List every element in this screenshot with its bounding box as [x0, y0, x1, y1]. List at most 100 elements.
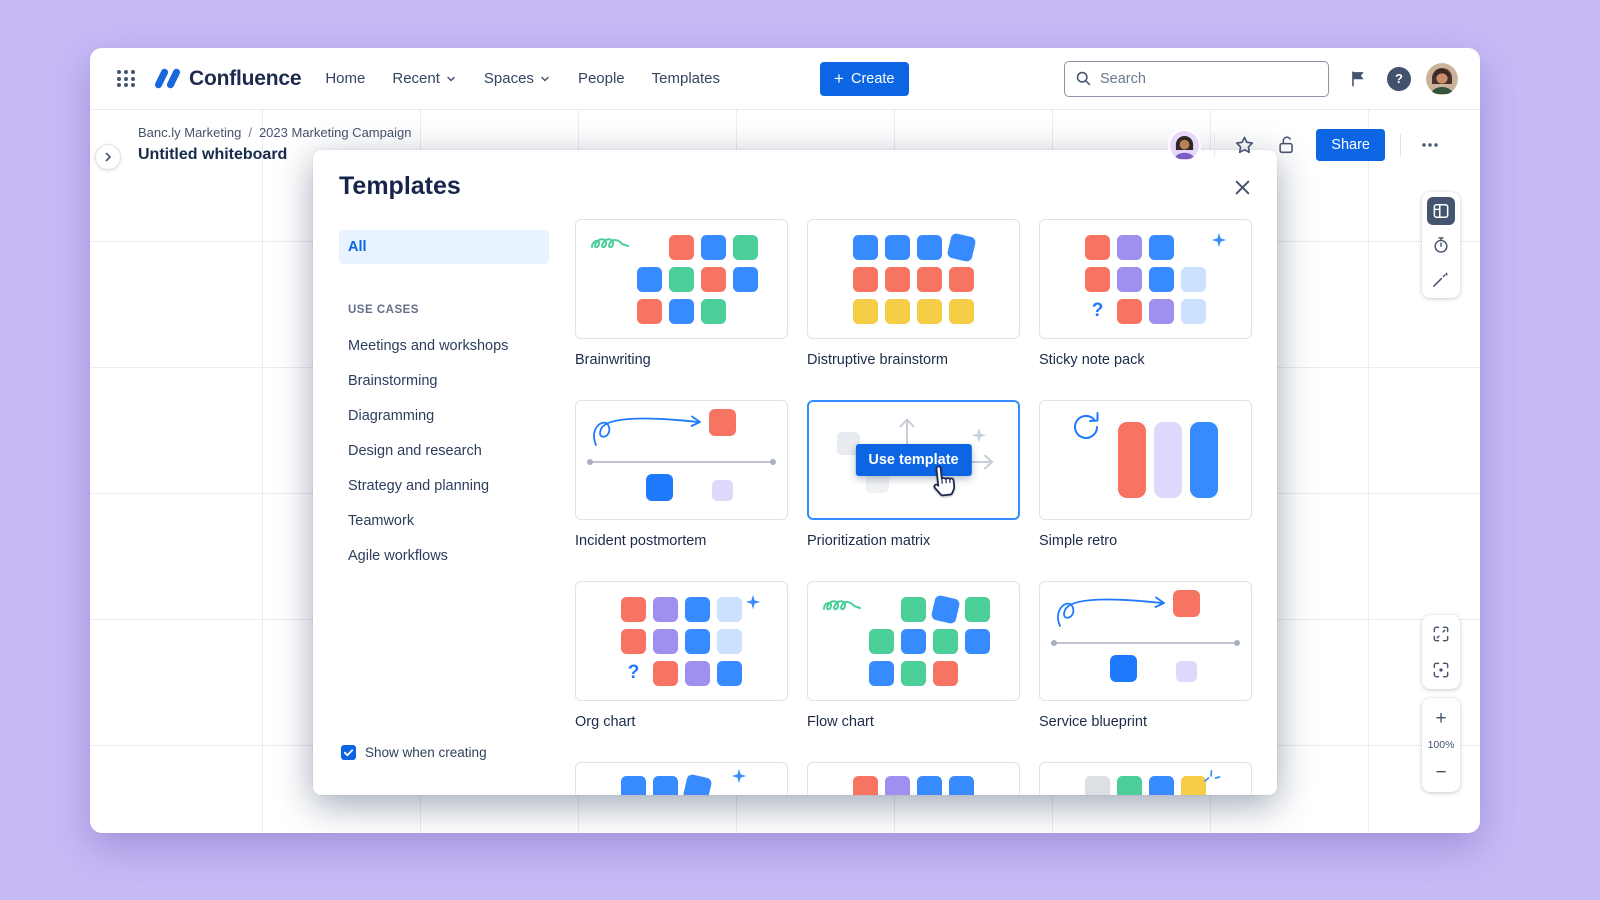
- sticky-note-square: [733, 266, 758, 292]
- zoom-out-icon: −: [1435, 761, 1447, 783]
- sticky-note-square: [853, 234, 878, 260]
- more-actions-button[interactable]: [1416, 131, 1444, 159]
- sparkle-icon: [731, 768, 747, 784]
- permissions-button[interactable]: [1273, 131, 1301, 159]
- sticky-note-square: [1117, 234, 1142, 260]
- sticky-note-square: [669, 234, 694, 260]
- share-button[interactable]: Share: [1316, 129, 1385, 161]
- use-case-design-and-research[interactable]: Design and research: [348, 442, 482, 459]
- use-case-brainstorming[interactable]: Brainstorming: [348, 372, 438, 389]
- sticky-note-square: [930, 594, 961, 624]
- filter-all[interactable]: All: [339, 230, 549, 264]
- breadcrumb: Banc.ly Marketing / 2023 Marketing Campa…: [138, 125, 411, 140]
- template-card-partial[interactable]: [575, 762, 788, 795]
- use-case-agile-workflows[interactable]: Agile workflows: [348, 547, 448, 564]
- expand-sidebar-button[interactable]: [95, 144, 121, 170]
- sticky-note-square: [1085, 234, 1110, 260]
- sticky-note-square: [637, 266, 662, 292]
- template-name: Org chart: [575, 714, 636, 730]
- sticky-note-square: [1149, 298, 1174, 324]
- use-case-teamwork[interactable]: Teamwork: [348, 512, 415, 529]
- sticky-note-square: [853, 776, 878, 795]
- search-input[interactable]: [1100, 70, 1318, 87]
- use-case-diagramming[interactable]: Diagramming: [348, 407, 435, 424]
- sticky-note-square: [1085, 776, 1110, 795]
- nav-item-home[interactable]: Home: [325, 70, 365, 87]
- navbar-right: ?: [1064, 60, 1458, 97]
- zoom-out-button[interactable]: −: [1427, 758, 1455, 786]
- chevron-down-icon: [541, 76, 549, 81]
- sticky-note-square: [949, 298, 974, 324]
- template-card-simple-retro[interactable]: [1039, 400, 1252, 520]
- sticky-note-square: [933, 628, 958, 654]
- sticky-note-square: [685, 660, 710, 686]
- zoom-in-button[interactable]: +: [1427, 704, 1455, 732]
- template-card-service-blueprint[interactable]: [1039, 581, 1252, 701]
- timer-button[interactable]: [1427, 231, 1455, 259]
- question-mark-note: ?: [1091, 300, 1104, 321]
- flag-button[interactable]: [1344, 65, 1372, 93]
- user-avatar[interactable]: [1426, 62, 1458, 95]
- favorite-button[interactable]: [1230, 131, 1258, 159]
- fit-to-screen-button[interactable]: [1427, 620, 1455, 648]
- focus-button[interactable]: [1427, 656, 1455, 684]
- template-item: Simple retro: [1039, 400, 1252, 581]
- confluence-window: Confluence Home Recent Spaces People Templat…: [90, 48, 1480, 833]
- template-card-incident-postmortem[interactable]: [575, 400, 788, 520]
- confluence-brand[interactable]: Confluence: [153, 67, 302, 91]
- scribble-icon: [591, 238, 629, 249]
- nav-item-spaces[interactable]: Spaces: [484, 70, 551, 87]
- check-icon: [343, 747, 354, 758]
- nav-item-label: People: [577, 70, 625, 87]
- modal-title: Templates: [339, 172, 461, 200]
- app-switcher-button[interactable]: [112, 65, 140, 93]
- sticky-note-square: [1149, 234, 1174, 260]
- template-item: Brainwriting: [575, 219, 788, 400]
- template-thumbnail: [808, 220, 1019, 338]
- template-thumbnail: [576, 220, 787, 338]
- timeline-graphic: [1051, 590, 1240, 682]
- collaborator-avatar[interactable]: [1170, 130, 1200, 160]
- sticky-note-square: [869, 660, 894, 686]
- sticky-note-square: [621, 628, 646, 654]
- breadcrumb-page-link[interactable]: 2023 Marketing Campaign: [258, 125, 412, 140]
- use-template-button[interactable]: Use template: [855, 444, 972, 476]
- use-case-strategy-and-planning[interactable]: Strategy and planning: [348, 477, 490, 494]
- template-card-flow-chart[interactable]: [807, 581, 1020, 701]
- burst-icon: [956, 236, 973, 248]
- sticky-note-square: [1117, 776, 1142, 795]
- template-card-sticky-note-pack[interactable]: ?: [1039, 219, 1252, 339]
- nav-item-label: Recent: [392, 70, 440, 87]
- create-button[interactable]: + Create: [820, 61, 909, 96]
- nav-item-templates[interactable]: Templates: [652, 70, 720, 87]
- template-card-prioritization-matrix[interactable]: Use template: [807, 400, 1020, 520]
- laser-pointer-button[interactable]: [1427, 265, 1455, 293]
- use-case-meetings-and-workshops[interactable]: Meetings and workshops: [348, 337, 509, 354]
- sticky-note-square: [885, 298, 910, 324]
- template-thumbnail: ?: [576, 582, 787, 700]
- use-case-list: Meetings and workshops Brainstorming Diagr…: [339, 328, 549, 573]
- focus-icon: [1431, 660, 1451, 680]
- nav-item-people[interactable]: People: [578, 70, 625, 87]
- create-label: Create: [850, 70, 895, 87]
- template-item: [807, 762, 1020, 795]
- breadcrumb-space-link[interactable]: Banc.ly Marketing: [138, 125, 242, 140]
- show-when-creating-checkbox[interactable]: Show when creating: [341, 745, 487, 760]
- template-card-partial[interactable]: [807, 762, 1020, 795]
- templates-grid: Brainwriting Distruptive brainstorm? Stick…: [575, 219, 1255, 795]
- search-box[interactable]: [1064, 60, 1329, 97]
- templates-panel-button[interactable]: [1427, 197, 1455, 225]
- template-card-brainwriting[interactable]: [575, 219, 788, 339]
- template-card-org-chart[interactable]: ?: [575, 581, 788, 701]
- sticky-note-square: [965, 596, 990, 622]
- sticky-note-square: [653, 596, 678, 622]
- template-card-partial[interactable]: [1039, 762, 1252, 795]
- pointer-hand-cursor: [926, 462, 962, 498]
- modal-close-button[interactable]: [1225, 170, 1259, 204]
- board-title[interactable]: Untitled whiteboard: [138, 146, 288, 163]
- template-card-distruptive-brainstorm[interactable]: [807, 219, 1020, 339]
- nav-item-recent[interactable]: Recent: [392, 70, 457, 87]
- modal-sidebar: All USE CASES Meetings and workshops Brai…: [339, 230, 549, 573]
- help-button[interactable]: ?: [1387, 66, 1411, 91]
- sticky-note-square: [701, 234, 726, 260]
